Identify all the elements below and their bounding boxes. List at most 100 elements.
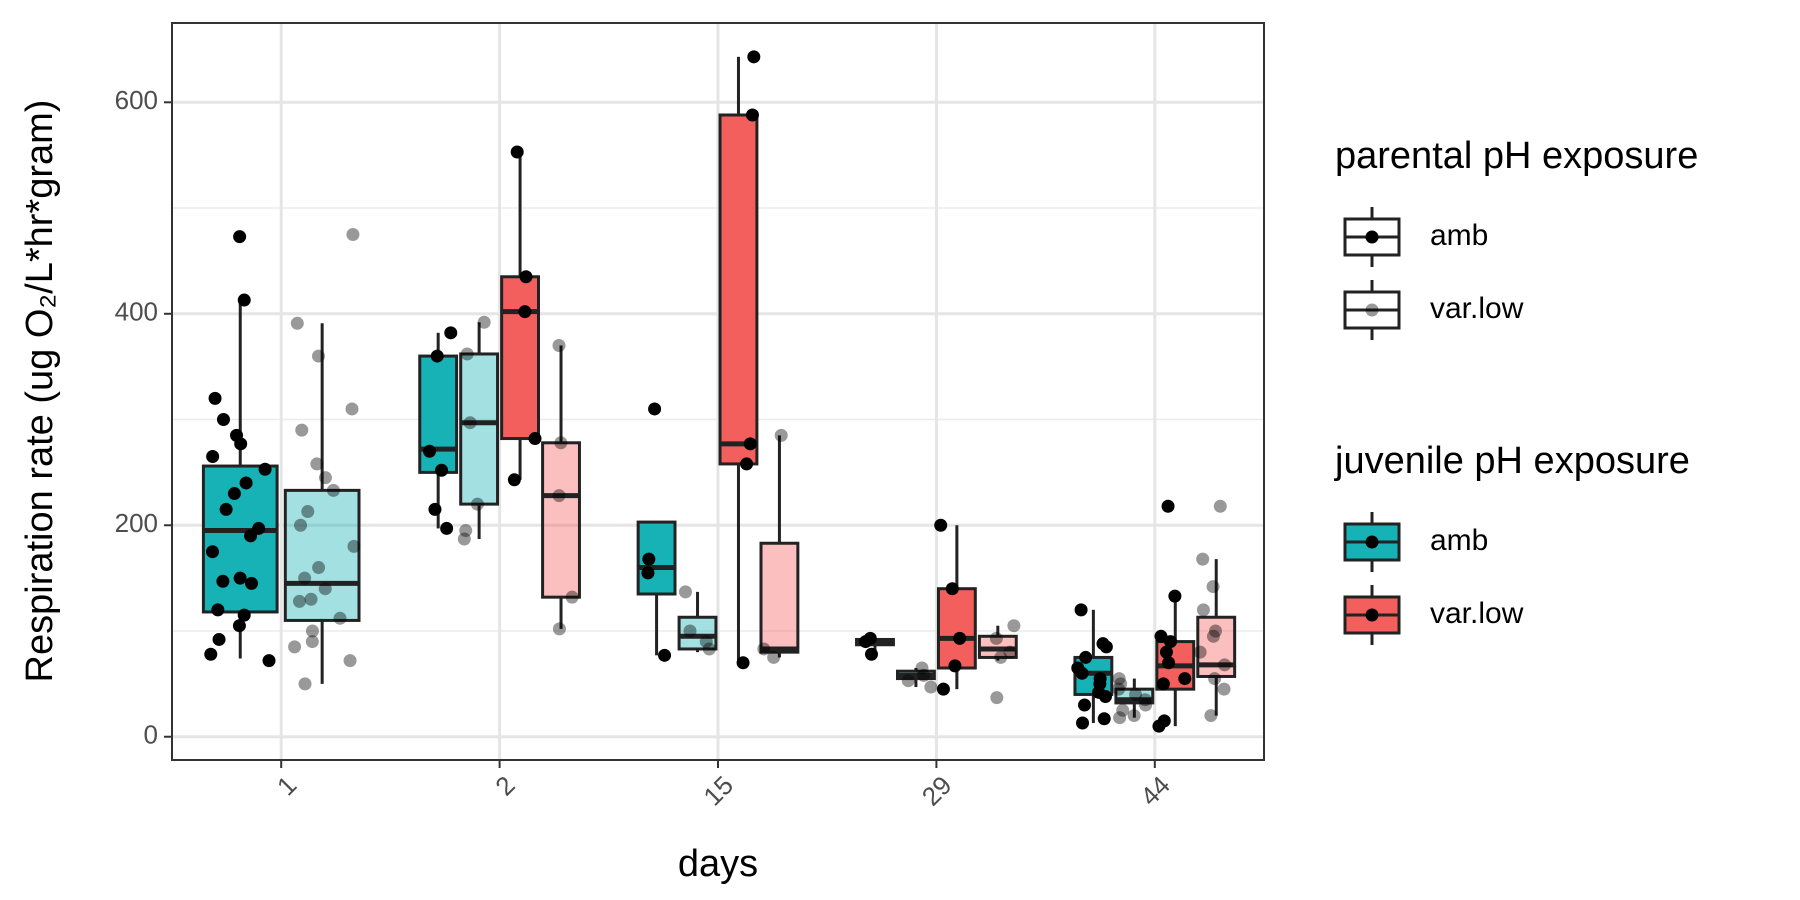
data-point [642, 552, 656, 566]
data-point [917, 668, 931, 682]
data-point [304, 592, 318, 606]
data-point [945, 582, 959, 596]
box-group [1193, 499, 1237, 723]
box-group [1071, 603, 1114, 730]
data-point [519, 270, 533, 284]
data-point [318, 582, 332, 596]
box-group [895, 661, 938, 694]
data-point [290, 316, 304, 330]
data-point [244, 529, 258, 543]
data-point [346, 227, 360, 241]
data-point [658, 648, 672, 662]
data-point [864, 647, 878, 661]
data-point [915, 661, 929, 675]
data-point [345, 402, 359, 416]
data-point [1112, 682, 1126, 696]
data-point [227, 487, 241, 501]
legend-entry: var.low [1430, 292, 1524, 325]
box [201, 464, 279, 614]
data-point [924, 680, 938, 694]
box-group [1152, 499, 1196, 733]
box-group [855, 631, 895, 661]
data-point [477, 315, 491, 329]
data-point [463, 416, 477, 430]
data-point [305, 635, 319, 649]
data-point [989, 631, 1003, 645]
box-group [977, 619, 1021, 705]
data-point [1079, 650, 1093, 664]
data-point [311, 349, 325, 363]
data-point [1206, 580, 1220, 594]
box-group [201, 230, 279, 668]
data-point [1138, 693, 1152, 707]
data-point [1152, 719, 1166, 733]
data-point [1217, 682, 1231, 696]
data-point [1129, 687, 1143, 701]
data-point [288, 640, 302, 654]
data-point [318, 471, 332, 485]
data-point [233, 230, 247, 244]
data-point [1098, 690, 1112, 704]
data-point [212, 632, 226, 646]
data-point [936, 682, 950, 696]
legend-key-point [1365, 535, 1379, 549]
data-point [1159, 645, 1173, 659]
data-point [743, 437, 757, 451]
box-group [1112, 672, 1155, 725]
data-point [1168, 589, 1182, 603]
data-point [444, 326, 458, 340]
data-point [565, 590, 579, 604]
data-point [301, 505, 315, 519]
data-point [459, 524, 473, 538]
data-point [1154, 629, 1168, 643]
data-point [641, 566, 655, 580]
data-point [1113, 711, 1127, 725]
data-point [699, 635, 713, 649]
data-point [648, 402, 662, 416]
data-point [470, 497, 484, 511]
data-point [1196, 603, 1210, 617]
data-point [1099, 640, 1113, 654]
data-point [428, 502, 442, 516]
data-point [948, 659, 962, 673]
y-tick-label: 200 [115, 508, 158, 538]
data-point [683, 624, 697, 638]
data-point [757, 642, 771, 656]
box-group [757, 428, 800, 664]
legend-entry: amb [1430, 524, 1488, 557]
box-group [500, 145, 542, 487]
box-group [636, 402, 677, 662]
box [677, 615, 718, 651]
data-point [312, 561, 326, 575]
data-point [1178, 672, 1192, 686]
data-point [552, 339, 566, 353]
data-point [1076, 716, 1090, 730]
data-point [1204, 709, 1218, 723]
data-point [1075, 666, 1089, 680]
data-point [953, 631, 967, 645]
data-point [1112, 672, 1126, 686]
data-point [298, 677, 312, 691]
data-point [678, 585, 692, 599]
box-group [718, 50, 761, 670]
box [459, 352, 500, 506]
data-point [423, 444, 437, 458]
data-point [440, 521, 454, 535]
data-point [1209, 624, 1223, 638]
data-point [740, 457, 754, 471]
box-group [283, 227, 361, 691]
data-point [298, 571, 312, 585]
box-group [457, 315, 500, 546]
data-point [510, 145, 524, 159]
legend-entry: var.low [1430, 597, 1524, 630]
data-point [1116, 703, 1130, 717]
data-point [204, 647, 218, 661]
legend-title: juvenile pH exposure [1334, 440, 1690, 482]
data-point [518, 305, 532, 319]
data-point [232, 619, 246, 633]
data-point [326, 483, 340, 497]
data-point [1003, 645, 1017, 659]
box-group [677, 585, 718, 656]
